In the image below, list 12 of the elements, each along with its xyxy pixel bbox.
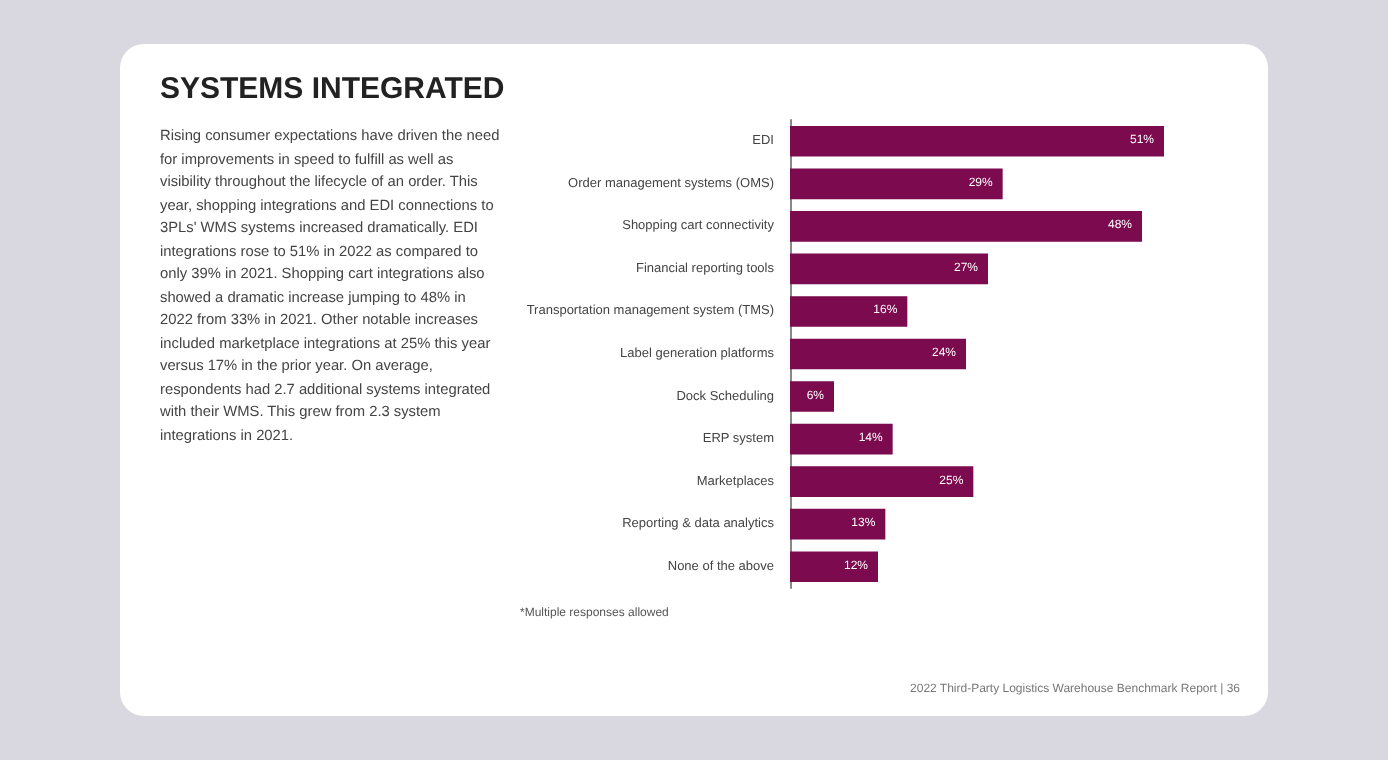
bar xyxy=(790,338,966,370)
bar xyxy=(790,125,1164,157)
bar xyxy=(790,551,878,583)
bar xyxy=(790,296,908,327)
bar xyxy=(790,466,974,497)
text: SYSTEMS INTEGRATED xyxy=(160,72,505,106)
bar xyxy=(790,508,886,540)
bar xyxy=(790,381,834,412)
bar xyxy=(790,253,988,285)
bar xyxy=(790,211,1142,242)
bar xyxy=(790,423,893,455)
bar xyxy=(790,168,1003,200)
